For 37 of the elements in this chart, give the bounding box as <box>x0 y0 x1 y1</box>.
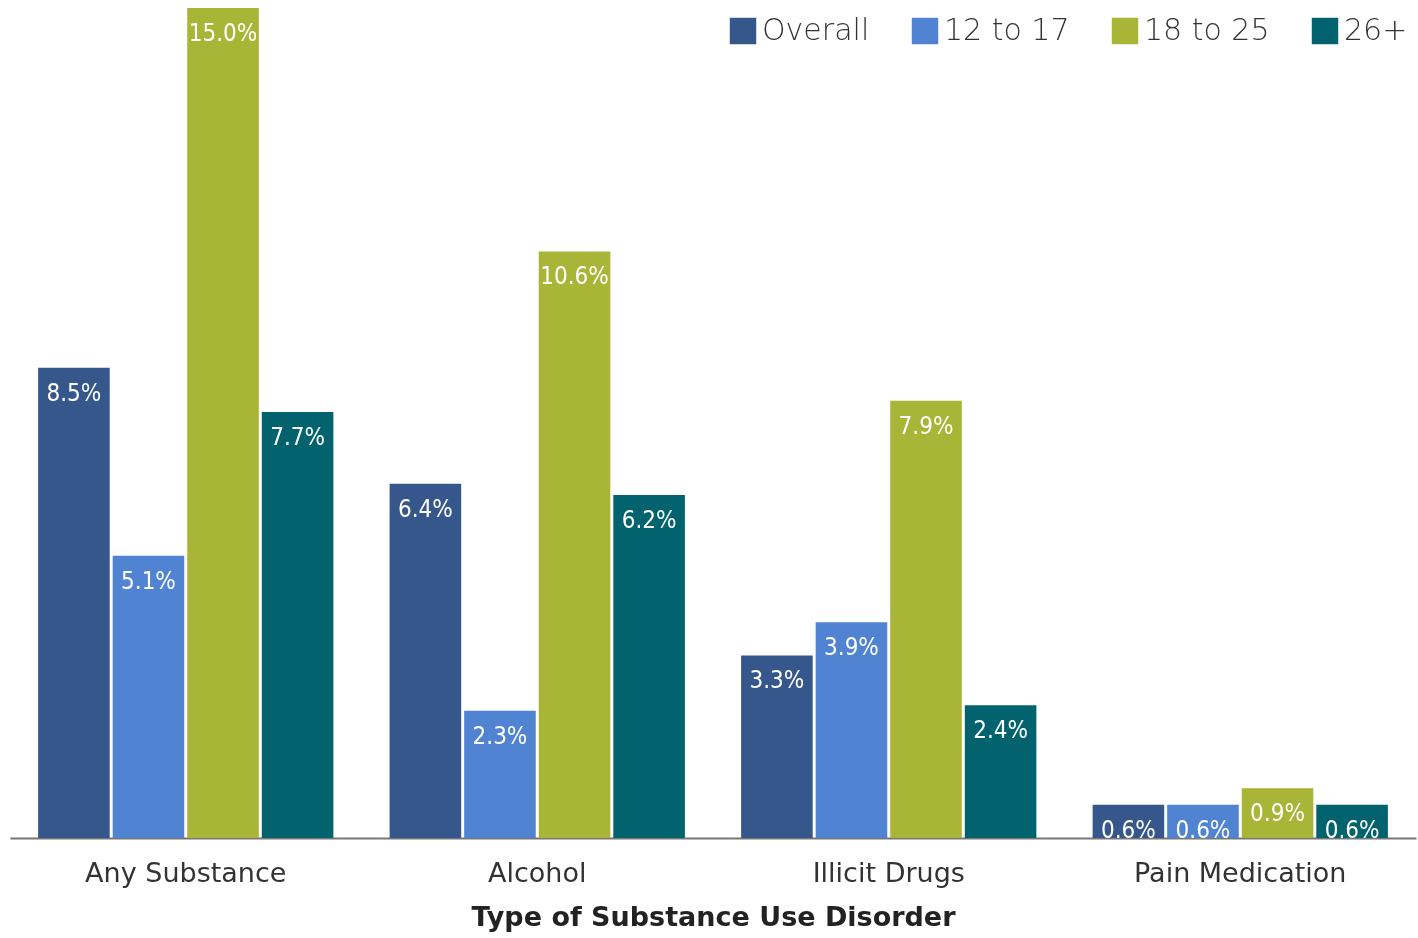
data-label: 15.0% <box>188 19 258 47</box>
bar <box>890 400 962 838</box>
data-label: 5.1% <box>121 566 176 595</box>
x-tick-label: Pain Medication <box>1134 856 1347 888</box>
data-label: 0.6% <box>1100 815 1156 844</box>
bar <box>741 655 813 838</box>
legend-label: 26+ <box>1344 12 1408 47</box>
data-label: 6.2% <box>621 505 677 534</box>
data-label: 0.9% <box>1250 799 1305 828</box>
x-tick-label: Alcohol <box>488 856 587 888</box>
bar <box>964 705 1037 838</box>
data-label: 3.3% <box>749 666 805 695</box>
bar <box>112 555 185 838</box>
data-label: 3.9% <box>824 633 879 662</box>
bar <box>815 622 888 838</box>
bar <box>464 710 536 838</box>
bar <box>538 251 611 838</box>
data-label: 7.9% <box>898 411 954 440</box>
data-label: 0.6% <box>1175 815 1231 844</box>
legend-label: 12 to 17 <box>944 12 1070 47</box>
data-label: 2.3% <box>472 721 528 750</box>
bar <box>261 411 334 838</box>
data-label: 6.4% <box>397 494 453 523</box>
data-label: 8.5% <box>46 378 102 407</box>
x-axis-title: Type of Substance Use Disorder <box>471 900 957 932</box>
legend-label: Overall <box>762 12 870 47</box>
bar <box>613 494 685 838</box>
legend-label: 18 to 25 <box>1144 12 1270 47</box>
data-label: 7.7% <box>270 422 326 451</box>
data-label: 2.4% <box>973 716 1029 745</box>
bar <box>187 8 259 838</box>
bar <box>389 483 462 838</box>
data-label: 0.6% <box>1324 815 1380 844</box>
x-tick-label: Any Substance <box>85 856 287 888</box>
x-tick-label: Illicit Drugs <box>812 856 965 888</box>
bar <box>38 367 110 838</box>
data-label: 10.6% <box>540 262 609 291</box>
